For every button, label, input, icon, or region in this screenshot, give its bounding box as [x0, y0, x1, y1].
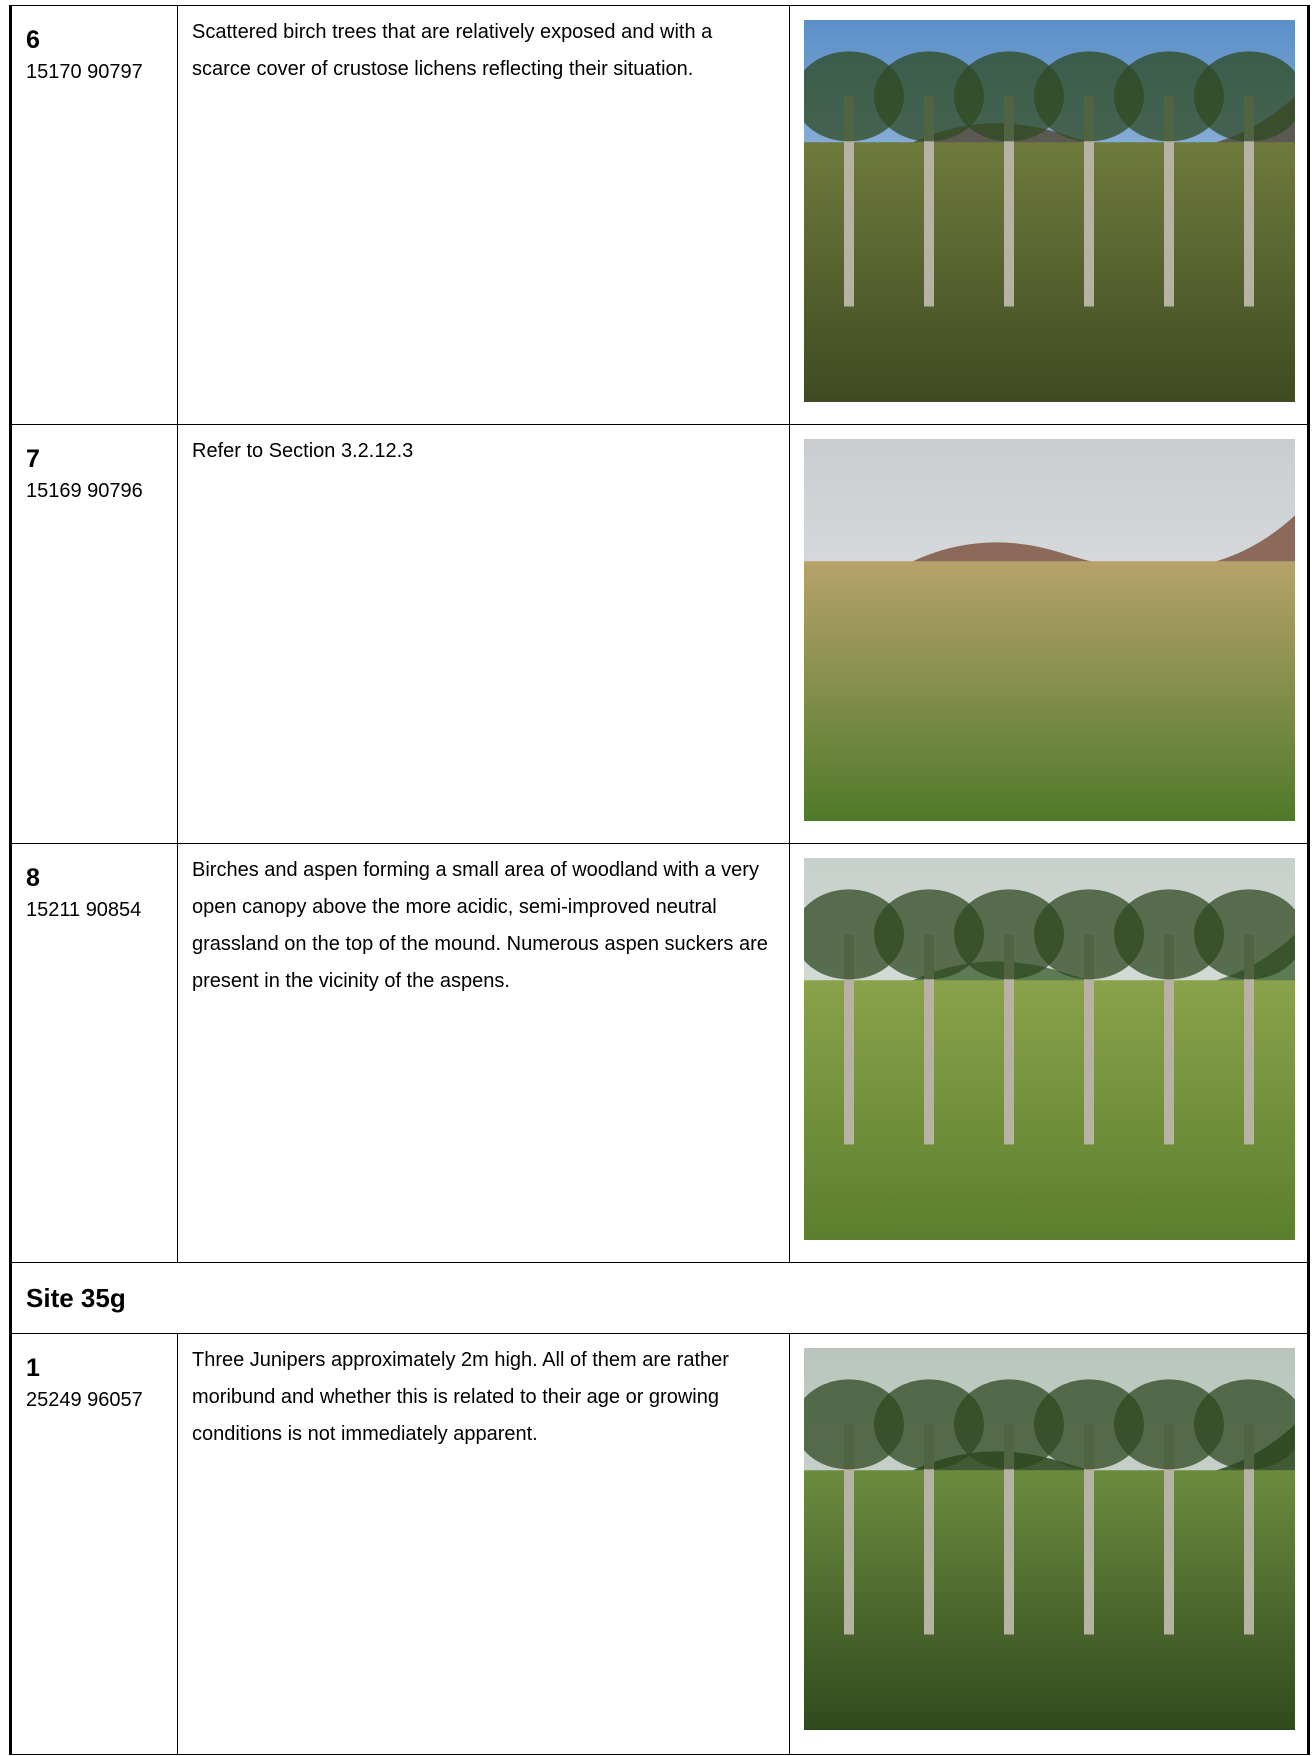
description-cell: Refer to Section 3.2.12.3 — [177, 424, 790, 844]
grid-reference: 25249 96057 — [26, 1389, 143, 1411]
description-cell: Birches and aspen forming a small area o… — [177, 843, 790, 1263]
point-number: 6 — [26, 26, 40, 54]
grid-reference: 15211 90854 — [26, 899, 142, 921]
site-photo — [804, 439, 1295, 821]
site-row: 7 15169 90796 Refer to Section 3.2.12.3 — [9, 424, 1310, 844]
id-cell: 1 25249 96057 — [9, 1333, 178, 1755]
id-cell: 8 15211 90854 — [9, 843, 178, 1263]
description-cell: Scattered birch trees that are relativel… — [177, 5, 790, 425]
description: Birches and aspen forming a small area o… — [192, 859, 768, 992]
grid-reference: 15170 90797 — [26, 61, 143, 83]
section-cell: Site 35g — [9, 1262, 1310, 1334]
photo-cell — [789, 5, 1310, 425]
id-cell: 7 15169 90796 — [9, 424, 178, 844]
point-number: 7 — [26, 445, 40, 473]
site-photo — [804, 858, 1295, 1240]
site-row: 8 15211 90854 Birches and aspen forming a … — [9, 843, 1310, 1263]
section-row: Site 35g — [9, 1262, 1310, 1334]
id-cell: 6 15170 90797 — [9, 5, 178, 425]
grid-reference: 15169 90796 — [26, 480, 143, 502]
point-number: 1 — [26, 1354, 40, 1382]
site-table: 6 15170 90797 Scattered birch trees that a… — [9, 5, 1310, 1755]
photo-cell — [789, 843, 1310, 1263]
table-body: 6 15170 90797 Scattered birch trees that a… — [9, 5, 1310, 1755]
site-row: 1 25249 96057 Three Junipers approximately… — [9, 1333, 1310, 1755]
description-cell: Three Junipers approximately 2m high. Al… — [177, 1333, 790, 1755]
section-heading: Site 35g — [26, 1283, 126, 1313]
site-row: 6 15170 90797 Scattered birch trees that a… — [9, 5, 1310, 425]
description: Scattered birch trees that are relativel… — [192, 21, 713, 80]
site-photo — [804, 1348, 1295, 1730]
site-photo — [804, 20, 1295, 402]
point-number: 8 — [26, 864, 40, 892]
description: Refer to Section 3.2.12.3 — [192, 440, 414, 462]
photo-cell — [789, 1333, 1310, 1755]
description: Three Junipers approximately 2m high. Al… — [192, 1349, 729, 1445]
photo-cell — [789, 424, 1310, 844]
